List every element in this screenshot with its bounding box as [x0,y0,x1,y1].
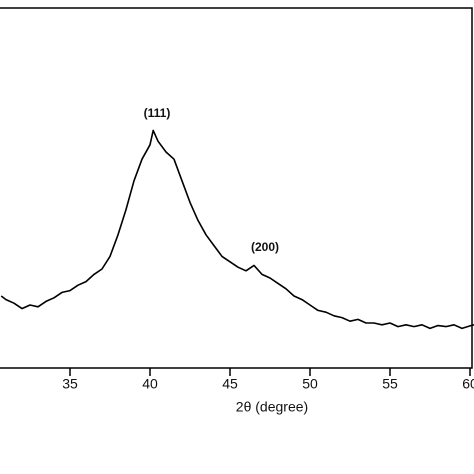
x-tick-label: 55 [382,376,398,392]
data-line [0,129,474,330]
x-tick-label: 50 [302,376,318,392]
x-tick-label: 45 [222,376,238,392]
x-axis-label: 2θ (degree) [236,399,308,415]
x-tick-label: 35 [62,376,78,392]
x-tick-label: 60 [462,376,474,392]
annotation: (200) [251,240,279,254]
x-tick-label: 40 [142,376,158,392]
annotation: (111) [144,106,171,120]
plot-frame [0,7,473,369]
